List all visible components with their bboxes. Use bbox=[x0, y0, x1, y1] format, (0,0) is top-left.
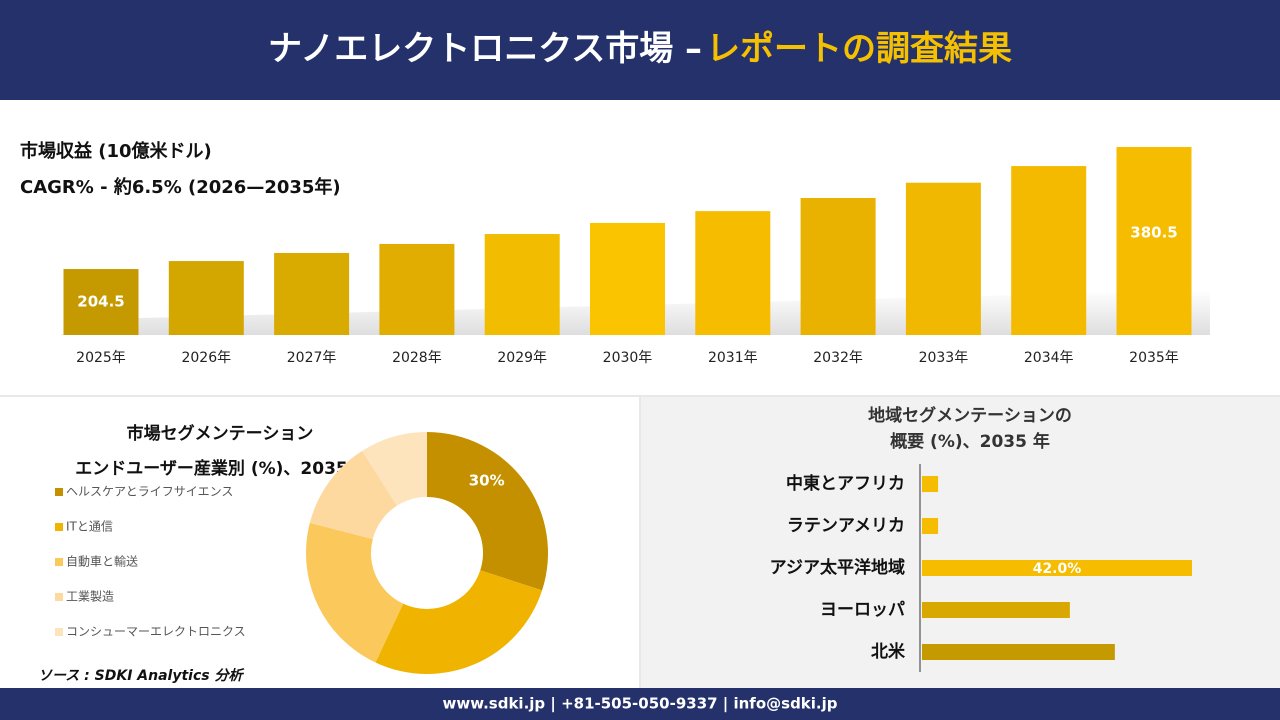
donut-segment bbox=[362, 432, 427, 506]
x-tick-label: 2035年 bbox=[1129, 350, 1179, 366]
legend-swatch bbox=[55, 558, 63, 566]
title-highlight: レポートの調査結果 bbox=[706, 29, 1012, 69]
bar bbox=[922, 644, 1115, 660]
bar bbox=[379, 243, 455, 335]
footer-contact: www.sdki.jp | +81-505-050-9337 | info@sd… bbox=[442, 695, 837, 714]
x-tick-label: 2031年 bbox=[708, 350, 758, 366]
value-label: 380.5 bbox=[1130, 224, 1177, 242]
x-tick-label: 2026年 bbox=[181, 350, 231, 366]
value-label: 204.5 bbox=[77, 293, 124, 311]
donut-segment bbox=[309, 450, 397, 540]
legend-label: ヘルスケアとライフサイエンス bbox=[66, 485, 233, 499]
header-title: ナノエレクトロニクス市場 – レポートの調査結果 bbox=[268, 29, 1012, 69]
x-tick-label: 2028年 bbox=[392, 350, 442, 366]
y-tick-label: 中東とアフリカ bbox=[786, 473, 905, 494]
bar bbox=[922, 476, 939, 492]
legend-label: コンシューマーエレクトロニクス bbox=[66, 625, 246, 639]
chart-subtitle: 概要 (%)、2035 年 bbox=[890, 431, 1050, 452]
source-note: ソース : SDKI Analytics 分析 bbox=[38, 667, 245, 684]
bar bbox=[274, 252, 350, 335]
right-panel bbox=[641, 397, 1280, 688]
legend-swatch bbox=[55, 628, 63, 636]
bar bbox=[695, 211, 771, 335]
bar bbox=[484, 234, 560, 335]
bar bbox=[590, 222, 665, 335]
y-tick-label: 北米 bbox=[871, 641, 906, 662]
chart-title: 市場収益 (10億米ドル) bbox=[20, 140, 212, 162]
x-tick-label: 2030年 bbox=[603, 350, 653, 366]
legend-swatch bbox=[55, 488, 63, 496]
bar bbox=[63, 269, 139, 335]
footer-bar bbox=[0, 688, 1280, 720]
donut-segment bbox=[427, 432, 548, 591]
legend-label: 自動車と輸送 bbox=[66, 554, 138, 569]
bar bbox=[922, 602, 1070, 618]
donut-segment bbox=[375, 570, 543, 675]
bar bbox=[1011, 166, 1087, 335]
value-label: 30% bbox=[469, 472, 505, 490]
bar bbox=[922, 518, 939, 534]
x-tick-label: 2034年 bbox=[1024, 350, 1074, 366]
value-label: 42.0% bbox=[1033, 561, 1082, 577]
bar bbox=[1116, 147, 1192, 335]
chart-title: 市場セグメンテーション bbox=[127, 423, 314, 444]
bar bbox=[922, 560, 1192, 576]
legend-label: ITと通信 bbox=[66, 520, 113, 534]
chart-subtitle: CAGR% - 約6.5% (2026—2035年) bbox=[20, 176, 341, 198]
x-tick-label: 2027年 bbox=[287, 350, 337, 366]
x-tick-label: 2032年 bbox=[813, 350, 863, 366]
y-tick-label: ラテンアメリカ bbox=[787, 516, 905, 536]
bar bbox=[168, 261, 244, 335]
x-tick-label: 2029年 bbox=[497, 350, 547, 366]
bar bbox=[800, 197, 876, 335]
header-bar bbox=[0, 0, 1280, 100]
x-tick-label: 2025年 bbox=[76, 350, 126, 366]
chart-title: 地域セグメンテーションの bbox=[868, 405, 1072, 426]
chart-subtitle: エンドユーザー産業別 (%)、2035年 bbox=[75, 458, 364, 479]
y-tick-label: ヨーロッパ bbox=[820, 600, 905, 620]
donut-segment bbox=[306, 522, 404, 663]
x-tick-label: 2033年 bbox=[919, 350, 969, 366]
y-tick-label: アジア太平洋地域 bbox=[770, 557, 905, 578]
bar bbox=[905, 182, 981, 335]
legend-label: 工業製造 bbox=[66, 590, 114, 604]
title-main: ナノエレクトロニクス市場 – bbox=[268, 29, 702, 69]
legend-swatch bbox=[55, 593, 63, 601]
legend-swatch bbox=[55, 523, 63, 531]
